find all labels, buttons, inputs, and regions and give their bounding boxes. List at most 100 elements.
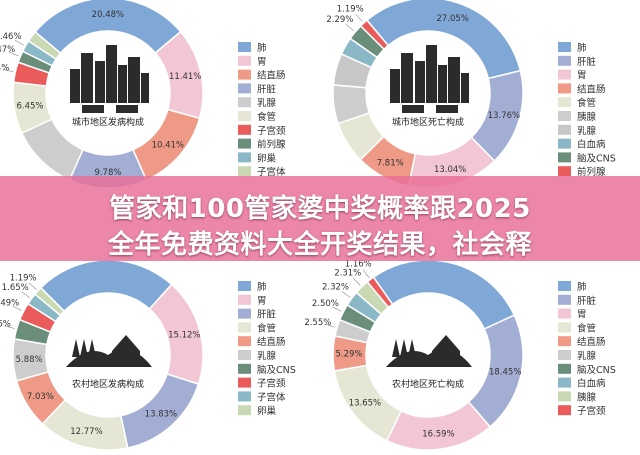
leader-line (355, 13, 363, 22)
slice-value-label: 5.29% (336, 350, 363, 360)
legend-label: 结直肠 (257, 336, 286, 348)
legend-label: 肺 (577, 282, 587, 293)
slice-value-label: 5.88% (16, 355, 43, 365)
legend-swatch (558, 363, 571, 374)
legend-swatch (558, 138, 571, 149)
donut-chart-rural-mortality: 18.45% 16.59% 13.65% 5.29% 2.55% 2.50% 2.32% 2.… (304, 259, 616, 451)
chart-center-title: 城市地区死亡构成 (392, 116, 464, 128)
legend-label: 白血病 (577, 139, 606, 151)
slice-value-label: 2.50% (312, 299, 339, 309)
legend-swatch (558, 166, 571, 177)
legend-label: 食管 (257, 111, 276, 123)
building-shape (118, 65, 127, 103)
building-shape (438, 65, 447, 103)
donut-chart-urban-incidence: 20.48% 11.41% 10.41% 9.78% 6.45% 2.54% 1.47% 1.… (0, 0, 286, 189)
slice-value-label: 13.04% (434, 165, 466, 175)
slice-value-label: 1.16% (345, 260, 372, 270)
leader-line (345, 24, 354, 31)
legend-swatch (238, 281, 251, 291)
chart-center-title: 城市地区发病构成 (72, 116, 144, 128)
slice-value-label: 2.76% (0, 320, 11, 330)
slice-value-label: 11.41% (169, 72, 201, 82)
slice-value-label: 1.47% (0, 45, 15, 55)
house-icon (112, 335, 140, 365)
donut-slice (27, 30, 62, 61)
legend-label: 卵巢 (257, 152, 277, 164)
legend-label: 前列腺 (257, 139, 286, 151)
legend-swatch (238, 336, 251, 347)
leader-line (3, 69, 14, 73)
leader-line (12, 305, 22, 311)
building-shape (390, 69, 400, 103)
slice-value-label: 15.12% (168, 330, 200, 340)
donut-slice (33, 286, 66, 317)
legend-label: 肺 (257, 282, 267, 293)
slice-value-label: 1.19% (337, 4, 364, 14)
slice-value-label: 2.31% (334, 269, 361, 279)
legend-swatch (238, 152, 251, 163)
legend-label: 食管 (577, 322, 596, 334)
leader-line (8, 51, 19, 57)
tree-icon (408, 339, 416, 357)
legend-swatch (238, 83, 251, 94)
legend-label: 胰腺 (577, 111, 597, 123)
legend-label: 乳腺 (577, 350, 597, 362)
slice-value-label: 7.81% (377, 158, 404, 168)
slice-value-label: 16.59% (422, 429, 454, 439)
truck-icon (82, 105, 104, 113)
donut-slice (372, 259, 516, 330)
legend-swatch (238, 69, 251, 80)
slice-value-label: 13.65% (349, 399, 381, 409)
leader-line (341, 291, 351, 298)
slice-value-label: 1.19% (10, 273, 37, 283)
legend-swatch (558, 405, 571, 416)
slice-value-label: 1.65% (2, 283, 29, 293)
legend-swatch (238, 55, 251, 66)
truck-icon (436, 105, 458, 113)
donut-slice (39, 259, 173, 313)
legend-swatch (558, 55, 571, 66)
legend-label: 结直肠 (577, 83, 606, 95)
legend-swatch (558, 152, 571, 163)
legend-swatch (238, 42, 251, 52)
legend-label: 白血病 (577, 378, 606, 390)
leader-line (332, 306, 342, 312)
legend-swatch (238, 363, 251, 374)
tree-icon (392, 339, 400, 357)
legend-swatch (238, 322, 251, 333)
slice-value-label: 2.29% (326, 15, 353, 25)
legend-label: 肺 (577, 43, 587, 54)
legend-swatch (558, 350, 571, 360)
legend-swatch (238, 97, 251, 108)
legend-swatch (558, 42, 571, 52)
slice-value-label: 10.41% (152, 141, 184, 151)
legend-swatch (558, 377, 571, 388)
legend-label: 子宫颈 (577, 405, 606, 417)
legend-swatch (558, 69, 571, 80)
legend-label: 结直肠 (577, 336, 606, 348)
building-shape (128, 57, 140, 103)
legend-swatch (238, 124, 251, 135)
chart-center-title: 农村地区死亡构成 (392, 378, 464, 390)
legend-swatch (558, 97, 571, 108)
legend-label: 前列腺 (577, 166, 606, 178)
slice-value-label: 2.32% (322, 283, 349, 293)
legend-swatch (238, 350, 251, 360)
legend-label: 肝脏 (257, 309, 277, 321)
building-shape (415, 61, 425, 103)
leader-line (353, 278, 361, 286)
building-shape (95, 61, 105, 103)
slice-value-label: 1.46% (0, 32, 22, 42)
slice-value-label: 27.05% (436, 14, 468, 24)
slice-value-label: 18.45% (489, 368, 521, 378)
building-shape (106, 45, 117, 103)
legend-swatch (238, 111, 251, 121)
legend-label: 子宫体 (257, 166, 286, 178)
legend-swatch (558, 322, 571, 333)
slice-value-label: 2.49% (0, 298, 19, 308)
legend-label: 胃 (257, 57, 267, 68)
legend-swatch (238, 294, 251, 305)
